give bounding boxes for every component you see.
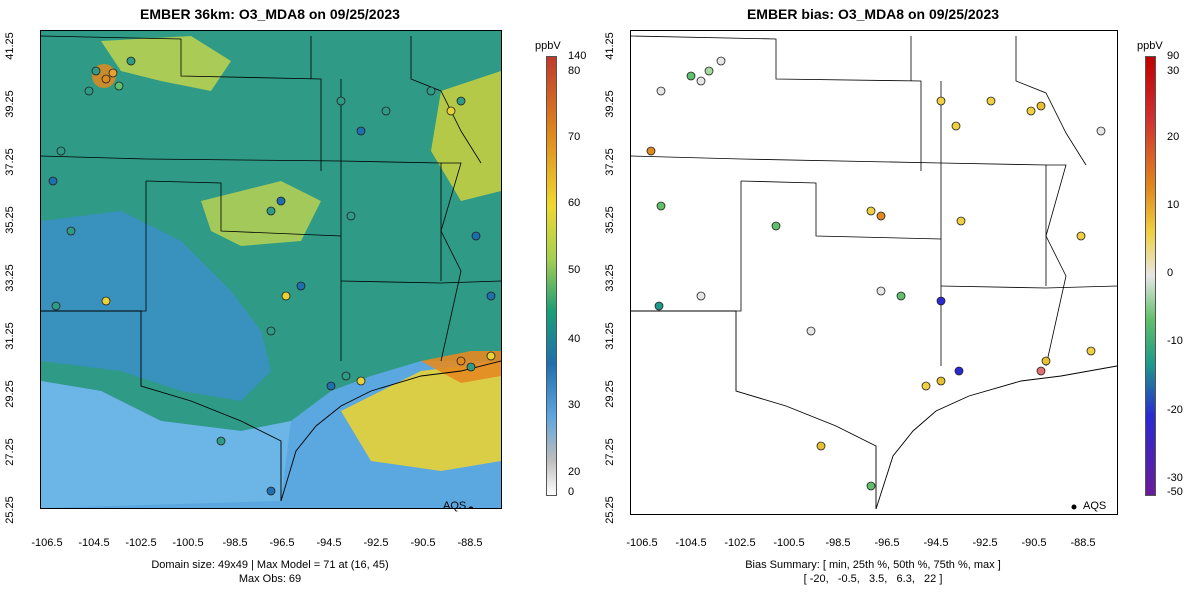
right-y-label: 39.25 <box>604 90 616 118</box>
right-colorbar-tick: 90 <box>1167 50 1180 62</box>
left-colorbar-tick: 60 <box>568 197 581 209</box>
right-x-label: -106.5 <box>626 537 658 549</box>
left-x-label: -102.5 <box>125 537 157 549</box>
right-colorbar-tick: 30 <box>1167 65 1180 77</box>
left-y-label: 29.25 <box>4 380 16 408</box>
right-y-label: 27.25 <box>604 438 616 466</box>
left-caption-line1: Domain size: 49x49 | Max Model = 71 at (… <box>151 559 389 571</box>
left-x-label: -100.5 <box>172 537 204 549</box>
left-y-label: 37.25 <box>4 148 16 176</box>
aqs-legend-marker <box>468 506 474 508</box>
left-x-label: -88.5 <box>457 537 483 549</box>
right-x-label: -102.5 <box>724 537 756 549</box>
right-colorbar-tick: 20 <box>1167 131 1180 143</box>
right-x-label: -104.5 <box>675 537 707 549</box>
right-x-label: -88.5 <box>1070 537 1096 549</box>
model-ozone-map <box>40 30 502 509</box>
left-colorbar-tick: 50 <box>568 264 581 276</box>
left-y-label: 41.25 <box>4 32 16 60</box>
left-colorbar-unit: ppbV <box>535 40 561 52</box>
right-colorbar <box>1145 56 1156 496</box>
left-x-label: -94.5 <box>316 537 342 549</box>
right-colorbar-unit: ppbV <box>1137 40 1163 52</box>
right-x-label: -100.5 <box>773 537 805 549</box>
right-x-label: -94.5 <box>923 537 949 549</box>
left-colorbar-tick: 140 <box>568 50 587 62</box>
left-x-label: -104.5 <box>78 537 110 549</box>
right-colorbar-tick: 10 <box>1167 199 1180 211</box>
right-caption-line1: Bias Summary: [ min, 25th %, 50th %, 75t… <box>745 559 1001 571</box>
right-x-label: -92.5 <box>972 537 998 549</box>
left-x-label: -106.5 <box>31 537 63 549</box>
left-colorbar-tick: 20 <box>568 466 581 478</box>
right-y-label: 37.25 <box>604 148 616 176</box>
left-colorbar <box>546 56 557 496</box>
left-x-label: -98.5 <box>222 537 248 549</box>
right-y-label: 41.25 <box>604 32 616 60</box>
left-caption-line2: Max Obs: 69 <box>238 573 302 585</box>
left-y-label: 33.25 <box>4 264 16 292</box>
right-y-label: 29.25 <box>604 380 616 408</box>
bias-map <box>630 30 1118 515</box>
left-x-label: -92.5 <box>363 537 389 549</box>
left-y-label: 31.25 <box>4 322 16 350</box>
right-caption-line2: [ -20, -0.5, 3.5, 6.3, 22 ] <box>803 573 943 585</box>
right-y-label: 31.25 <box>604 322 616 350</box>
left-colorbar-tick: 70 <box>568 131 581 143</box>
right-legend-label: AQS <box>1083 500 1107 512</box>
left-y-label: 35.25 <box>4 206 16 234</box>
left-x-label: -90.5 <box>410 537 436 549</box>
left-colorbar-tick: 40 <box>568 333 581 345</box>
right-colorbar-tick: -20 <box>1167 404 1183 416</box>
right-x-label: -96.5 <box>874 537 900 549</box>
right-colorbar-tick: -10 <box>1167 335 1183 347</box>
right-colorbar-tick: -50 <box>1167 486 1183 498</box>
left-y-label: 25.25 <box>4 496 16 524</box>
left-y-label: 27.25 <box>4 438 16 466</box>
right-x-label: -98.5 <box>825 537 851 549</box>
right-y-label: 35.25 <box>604 206 616 234</box>
right-y-label: 25.25 <box>604 496 616 524</box>
right-colorbar-tick: 0 <box>1167 267 1174 279</box>
left-y-label: 39.25 <box>4 90 16 118</box>
right-x-label: -90.5 <box>1021 537 1047 549</box>
aqs-legend-marker <box>1071 504 1077 510</box>
left-colorbar-tick: 30 <box>568 399 581 411</box>
left-colorbar-tick: 0 <box>568 486 575 498</box>
left-legend-label: AQS <box>443 500 467 512</box>
right-y-label: 33.25 <box>604 264 616 292</box>
left-colorbar-tick: 80 <box>568 65 581 77</box>
right-colorbar-tick: -30 <box>1167 472 1183 484</box>
left-x-label: -96.5 <box>269 537 295 549</box>
left-map-title: EMBER 36km: O3_MDA8 on 09/25/2023 <box>140 6 400 22</box>
right-map-title: EMBER bias: O3_MDA8 on 09/25/2023 <box>746 6 1000 22</box>
